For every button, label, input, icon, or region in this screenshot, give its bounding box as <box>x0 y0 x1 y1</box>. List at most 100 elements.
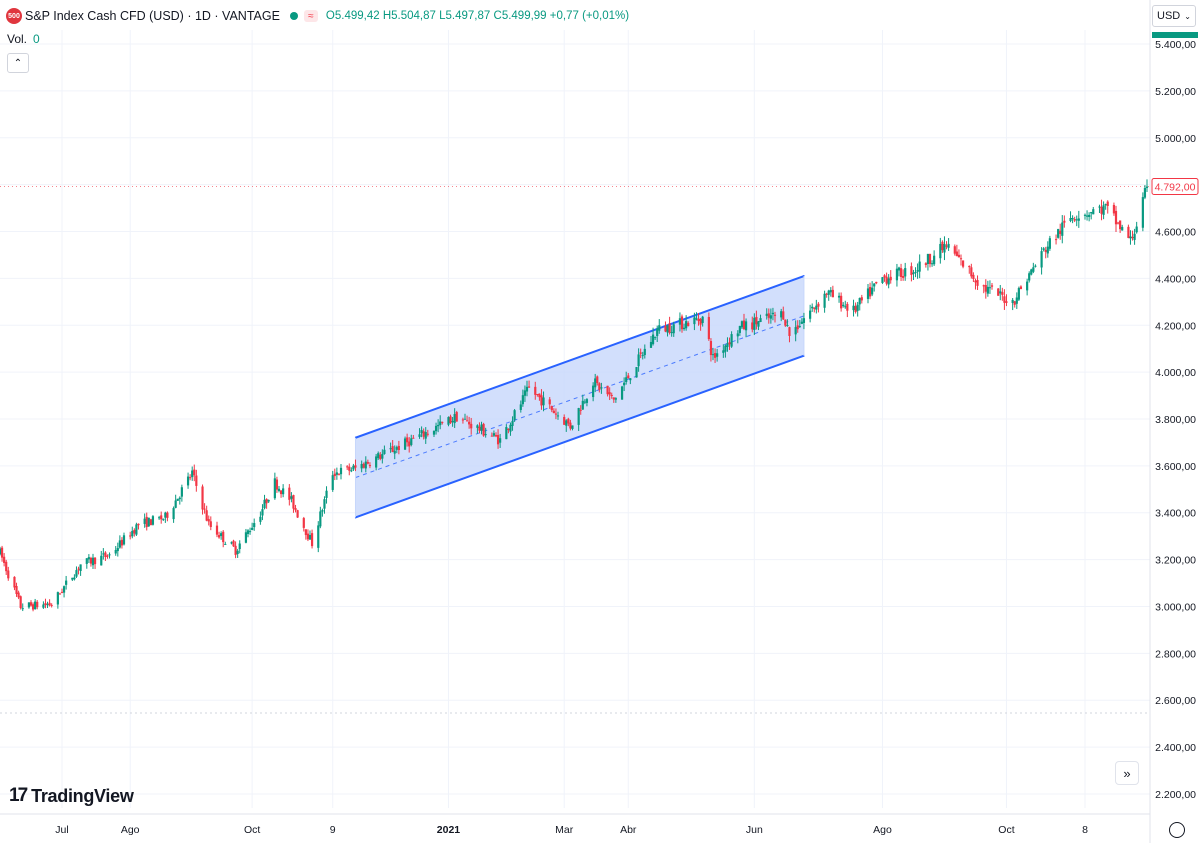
x-tick-label: Ago <box>121 824 140 836</box>
candle-body <box>654 336 657 338</box>
candle-body <box>961 260 965 267</box>
candle <box>323 496 326 514</box>
settings-gear-icon[interactable] <box>1169 822 1185 838</box>
candle <box>680 314 684 333</box>
candle-body <box>292 495 295 509</box>
candle <box>771 307 775 321</box>
candle <box>220 531 223 540</box>
candle-body <box>389 448 392 450</box>
candle-body <box>941 241 944 251</box>
scroll-to-realtime-button[interactable]: » <box>1115 761 1139 785</box>
candle <box>366 459 369 465</box>
candle <box>885 272 888 286</box>
candle <box>236 548 239 558</box>
candle-body <box>366 462 369 464</box>
candle-body <box>354 465 357 468</box>
tradingview-logo[interactable]: 17 TradingView <box>9 785 134 807</box>
candle-body <box>468 421 471 425</box>
candle-body <box>953 246 956 254</box>
currency-selector[interactable]: USD ⌄ <box>1152 5 1196 27</box>
candle-body <box>426 433 429 435</box>
candle-body <box>817 303 820 307</box>
candle-body <box>1073 219 1076 221</box>
candle <box>1071 215 1074 224</box>
candle-body <box>842 304 845 307</box>
candle <box>860 294 863 304</box>
candle-body <box>339 467 343 475</box>
candle <box>21 603 24 612</box>
open-value: 5.499,42 <box>334 10 380 22</box>
candle <box>230 541 233 545</box>
candle-body <box>627 375 630 379</box>
candle-body <box>933 255 936 265</box>
candle-body <box>974 280 977 283</box>
candle-body <box>912 272 915 274</box>
wave-icon[interactable]: ≈ <box>303 10 318 22</box>
high-value: 5.504,87 <box>391 10 436 22</box>
candle <box>765 308 768 320</box>
candle <box>711 347 715 361</box>
candle-body <box>149 519 152 526</box>
candle <box>521 389 524 407</box>
candle <box>773 311 777 323</box>
candle <box>1013 300 1016 308</box>
candle-body <box>910 266 913 275</box>
parallel-channel[interactable] <box>354 275 805 519</box>
y-tick-label: 4.600,00 <box>1155 227 1196 239</box>
x-tick-label: Ago <box>873 824 892 836</box>
candle-body <box>383 449 386 454</box>
candle-body <box>308 534 312 540</box>
candle-body <box>780 311 783 318</box>
candle-body <box>840 295 843 309</box>
candle <box>916 263 919 279</box>
candle-body <box>275 479 279 490</box>
candle-body <box>771 312 775 315</box>
candle <box>796 320 799 333</box>
candle <box>852 299 855 317</box>
candle <box>166 511 169 522</box>
candle-body <box>1098 206 1101 208</box>
candle <box>193 464 196 482</box>
candle <box>610 392 613 399</box>
candle <box>203 503 206 514</box>
candle <box>902 269 905 281</box>
candle <box>507 428 510 434</box>
candle-body <box>201 486 204 510</box>
candle-body <box>943 243 946 253</box>
candle <box>490 432 493 437</box>
candle-body <box>1129 236 1132 239</box>
candle <box>1046 241 1049 258</box>
price-axis[interactable]: 2.200,00 2.400,00 2.600,00 2.800,00 3.000,00… <box>1149 0 1199 843</box>
candle <box>0 546 2 556</box>
candlestick-series <box>0 179 1149 612</box>
candle-body <box>651 334 655 345</box>
candle <box>1143 185 1147 200</box>
candle <box>581 394 584 410</box>
candle <box>290 492 293 503</box>
candle <box>895 263 899 287</box>
candle-body <box>21 608 24 610</box>
candle-body <box>724 345 727 352</box>
candle <box>412 434 415 439</box>
candle-body <box>364 461 367 469</box>
candle <box>608 387 611 401</box>
candle-body <box>19 596 22 608</box>
symbol-title[interactable]: S&P Index Cash CFD (USD) · 1D · VANTAGE <box>25 9 280 23</box>
candle <box>897 266 901 277</box>
candle-body <box>1133 233 1136 240</box>
time-axis[interactable]: Jul Ago Oct 9 2021 Mar Abr Jun Ago Oct 8 <box>0 813 1150 836</box>
candle <box>470 417 473 435</box>
candle <box>244 528 248 544</box>
market-status-icon[interactable] <box>289 12 298 20</box>
collapse-legend-button[interactable]: ⌃ <box>7 53 29 73</box>
candle-body <box>296 510 299 518</box>
candle <box>42 601 45 609</box>
candle-body <box>0 547 4 558</box>
candle <box>722 344 725 358</box>
candle <box>1017 286 1020 302</box>
candle <box>1098 204 1101 214</box>
candle-body <box>79 564 82 572</box>
candle <box>1026 278 1029 296</box>
candle <box>871 281 874 297</box>
